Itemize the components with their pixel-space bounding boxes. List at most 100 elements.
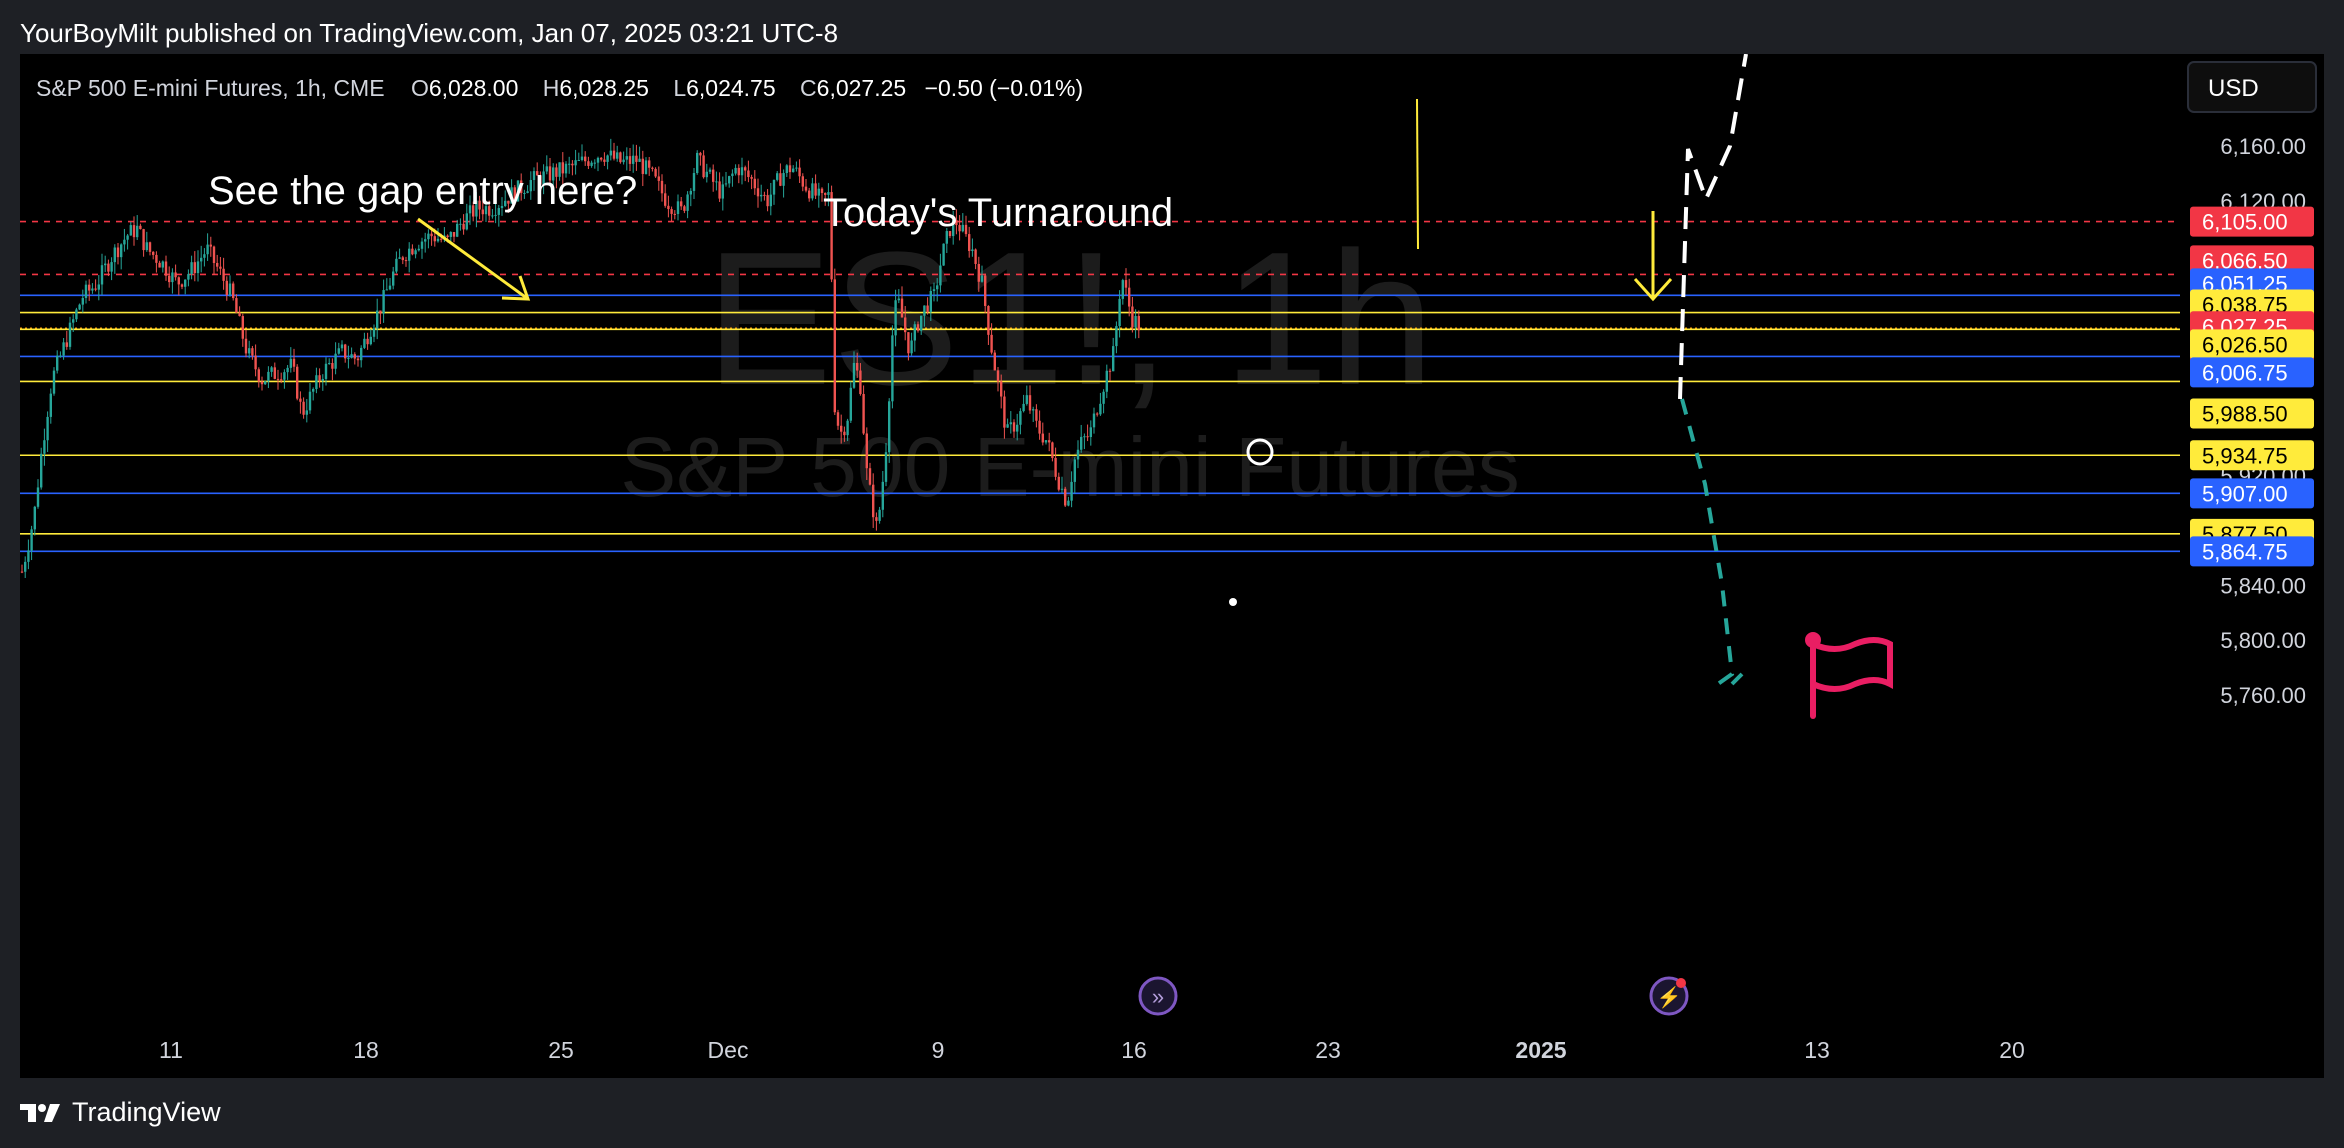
candle-body	[628, 156, 632, 164]
candle-body	[1051, 442, 1054, 459]
watermark-name: S&P 500 E-mini Futures	[620, 420, 1520, 514]
price-chart[interactable]: ES1!, 1h S&P 500 E-mini Futures See the …	[20, 54, 2324, 1078]
candle-body	[942, 243, 945, 266]
candle-body	[1000, 381, 1003, 397]
candle-body	[488, 206, 491, 216]
candle-body	[324, 363, 328, 379]
legend-symbol: S&P 500 E-mini Futures, 1h, CME	[36, 75, 385, 101]
candle-body	[593, 162, 596, 164]
candle-body	[158, 262, 161, 268]
candle-body	[225, 280, 228, 295]
price-level-label: 5,988.50	[2190, 398, 2314, 429]
candle-body	[363, 338, 366, 348]
candle-body	[561, 162, 564, 174]
candle-body	[843, 431, 846, 436]
candle-body	[849, 387, 852, 421]
candle-body	[459, 223, 462, 225]
candle-body	[264, 381, 267, 385]
candle-body	[1086, 436, 1089, 438]
candle-body	[46, 416, 49, 441]
candle-body	[411, 248, 414, 255]
candle-body	[936, 285, 939, 290]
candle-body	[296, 366, 299, 399]
candle-body	[910, 340, 913, 354]
candle-body	[968, 234, 971, 252]
candle-body	[772, 179, 776, 195]
candle-body	[852, 362, 856, 388]
x-tick-label: 25	[548, 1037, 574, 1063]
candle-body	[1035, 409, 1038, 421]
candle-body	[123, 239, 126, 245]
candle-body	[683, 206, 686, 211]
chart-panel[interactable]: ES1!, 1h S&P 500 E-mini Futures See the …	[20, 54, 2324, 1078]
candle-body	[452, 232, 456, 237]
candle-body	[107, 263, 110, 272]
candle-body	[145, 242, 148, 251]
candle-body	[1099, 403, 1102, 415]
candle-body	[184, 279, 187, 287]
candle-body	[1012, 422, 1016, 432]
candle-body	[81, 298, 84, 305]
candle-body	[212, 246, 216, 263]
candle-body	[1073, 459, 1076, 482]
candle-body	[1134, 316, 1137, 328]
candle-body	[961, 224, 964, 232]
candle-body	[168, 275, 171, 283]
candle-body	[830, 192, 833, 280]
candle-body	[872, 484, 875, 518]
x-tick-label: 11	[159, 1037, 183, 1063]
candle-body	[648, 160, 651, 168]
candle-body	[1108, 370, 1112, 372]
candle-body	[177, 277, 180, 285]
candle-body	[542, 171, 545, 185]
candle-body	[619, 152, 622, 163]
candle-body	[977, 263, 980, 282]
candle-body	[987, 305, 990, 335]
candle-body	[267, 371, 270, 382]
candle-body	[200, 257, 203, 262]
candle-body	[536, 171, 539, 176]
currency-button[interactable]: USD	[2187, 61, 2317, 113]
candle-body	[62, 342, 65, 356]
candle-body	[523, 192, 526, 194]
candle-body	[836, 412, 840, 426]
candle-body	[996, 370, 1000, 382]
candle-body	[1124, 280, 1128, 288]
candle-body	[539, 175, 542, 185]
candle-body	[78, 304, 81, 310]
svg-text:6,006.75: 6,006.75	[2202, 360, 2288, 385]
footer: TradingView	[20, 1096, 221, 1128]
ohlc-legend: S&P 500 E-mini Futures, 1h, CME O6,028.0…	[36, 75, 1083, 101]
earnings-event-icon[interactable]: ⚡	[1649, 976, 1689, 1016]
candle-body	[795, 167, 798, 169]
candle-body	[667, 205, 670, 210]
candle-body	[430, 233, 433, 237]
candle-body	[817, 188, 820, 196]
candle-body	[222, 268, 225, 281]
candle-body	[926, 305, 929, 313]
candle-body	[427, 233, 430, 240]
candle-body	[897, 298, 900, 301]
y-tick-label: 6,160.00	[2220, 134, 2306, 159]
candle-body	[507, 200, 510, 204]
legend-low: 6,024.75	[686, 75, 776, 101]
time-axis[interactable]: 11 18 25 Dec 9 16 23 2025 13 20	[159, 1037, 2025, 1063]
candle-body	[241, 316, 244, 339]
candle-body	[40, 453, 43, 488]
candle-body	[673, 213, 676, 215]
bullish-projection-path	[1678, 54, 1748, 400]
candle-body	[244, 338, 248, 354]
candle-body	[955, 220, 958, 226]
dividends-event-icon[interactable]: »	[1138, 976, 1178, 1016]
candle-body	[644, 160, 648, 174]
candle-body	[1131, 306, 1134, 328]
candle-body	[216, 262, 219, 267]
candle-body	[804, 186, 808, 191]
candle-body	[24, 561, 27, 572]
footer-brand: TradingView	[72, 1096, 221, 1127]
candle-body	[609, 150, 612, 156]
candle-body	[494, 214, 497, 216]
candle-body	[404, 260, 408, 262]
candle-body	[372, 328, 376, 337]
candle-body	[308, 391, 312, 411]
